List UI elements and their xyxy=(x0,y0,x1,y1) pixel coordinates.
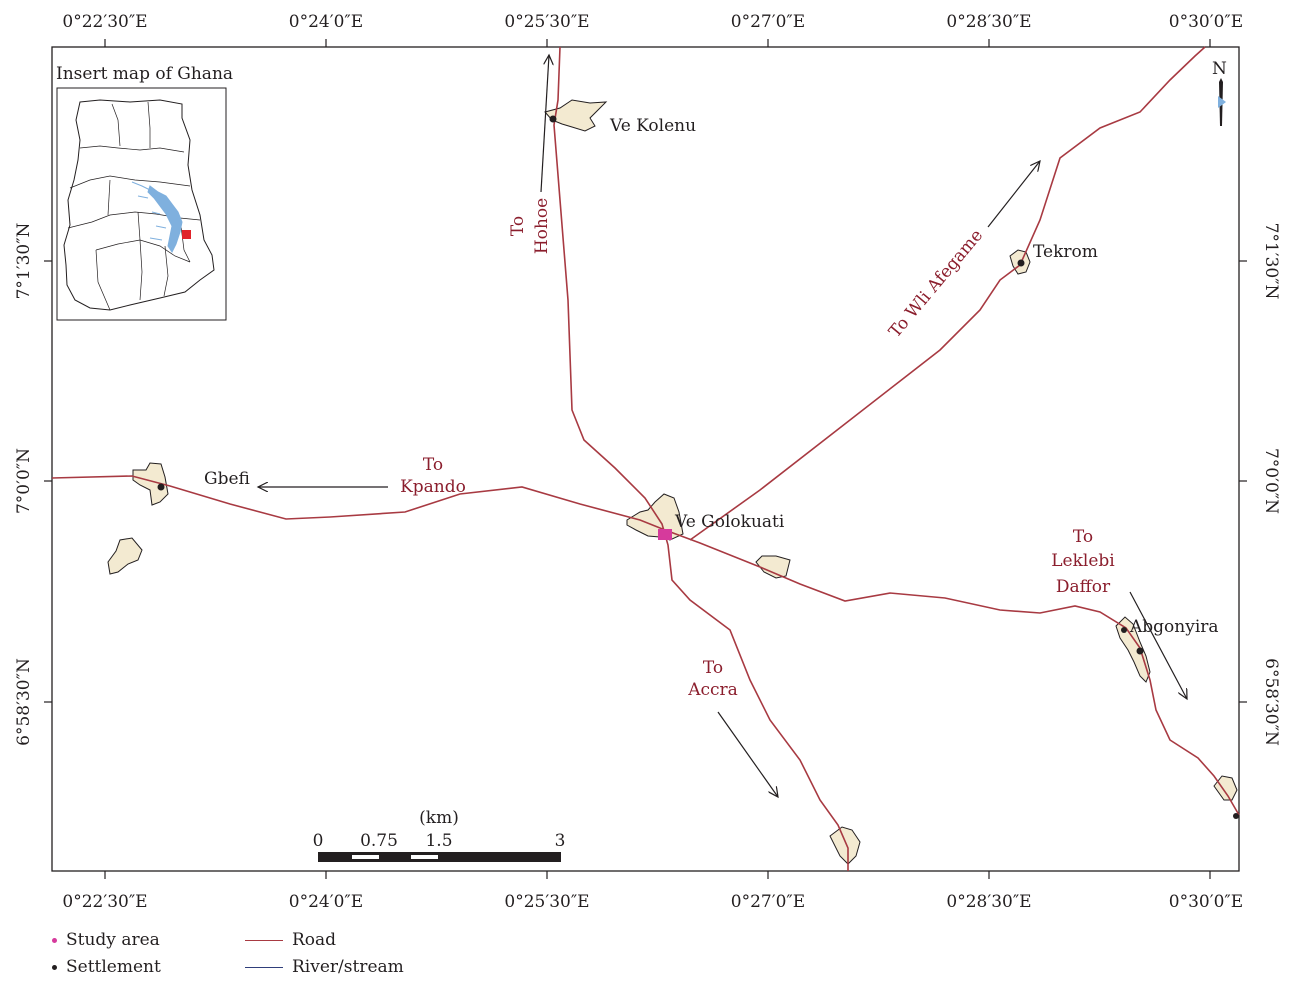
road-label-line: Hohoe xyxy=(532,198,552,254)
arrow-to-accra xyxy=(717,711,778,797)
road-label-line: To xyxy=(423,455,443,475)
arrow-to-hohoe xyxy=(540,55,549,193)
scale-bar-body xyxy=(318,852,561,862)
ghana-region-boundaries xyxy=(67,101,201,311)
settlement-points xyxy=(157,115,1239,819)
place-label-ve-golokuati: Ve Golokuati xyxy=(674,512,785,532)
road-label-line: Daffor xyxy=(1056,577,1111,597)
settlement-unnamed-west xyxy=(107,537,143,575)
road-label-line: To xyxy=(1073,527,1093,547)
longitude-label: 0°27′0″E xyxy=(731,12,805,32)
latitude-label: 6°58′30″N xyxy=(14,658,34,746)
settlement-unnamed-east xyxy=(755,555,791,579)
longitude-label: 0°28′30″E xyxy=(946,892,1031,912)
road-line-icon xyxy=(245,940,283,941)
longitude-labels-top: 0°22′30″E 0°24′0″E 0°25′30″E 0°27′0″E 0°… xyxy=(62,12,1243,32)
longitude-label: 0°30′0″E xyxy=(1169,892,1243,912)
legend-item-river: River/stream xyxy=(245,957,404,977)
latitude-labels-left: 7°1′30″N 7°0′0″N 6°58′30″N xyxy=(14,222,34,745)
legend-item-road: Road xyxy=(245,930,336,950)
road-east-west xyxy=(51,475,1240,816)
settlement-ve-kolenu xyxy=(544,99,608,132)
longitude-label: 0°24′0″E xyxy=(289,12,363,32)
arrow-to-leklebi-daffor xyxy=(1129,591,1187,699)
road-label-line: Kpando xyxy=(400,477,466,497)
longitude-label: 0°24′0″E xyxy=(289,892,363,912)
settlement-areas xyxy=(107,99,1238,865)
study-area-icon xyxy=(52,938,57,943)
longitude-label: 0°25′30″E xyxy=(504,12,589,32)
inset-map: Insert map of Ghana xyxy=(56,64,233,321)
north-arrow-label: N xyxy=(1212,59,1227,79)
scale-unit: (km) xyxy=(419,808,459,828)
map-frame xyxy=(51,46,1240,872)
settlement-dot xyxy=(1233,813,1239,819)
arrow-to-wli-afegame xyxy=(987,161,1040,228)
scale-bar-segment xyxy=(352,855,379,859)
longitude-label: 0°30′0″E xyxy=(1169,12,1243,32)
settlement-dot xyxy=(1121,627,1127,633)
road-label-line: Accra xyxy=(687,680,738,700)
road-label-line: Leklebi xyxy=(1051,551,1115,571)
latitude-label: 7°0′0″N xyxy=(1261,448,1281,514)
volta-lake xyxy=(131,181,183,253)
longitude-label: 0°28′30″E xyxy=(946,12,1031,32)
longitude-label: 0°22′30″E xyxy=(62,892,147,912)
settlement-south xyxy=(829,826,861,865)
place-label-tekrom: Tekrom xyxy=(1033,242,1098,262)
north-arrow: N xyxy=(1212,59,1227,126)
longitude-labels-bottom: 0°22′30″E 0°24′0″E 0°25′30″E 0°27′0″E 0°… xyxy=(62,892,1243,912)
scale-tick-label: 0 xyxy=(313,831,324,851)
scale-tick-label: 0.75 xyxy=(360,831,398,851)
river-line-icon xyxy=(245,967,283,968)
longitude-label: 0°25′30″E xyxy=(504,892,589,912)
place-label-ve-kolenu: Ve Kolenu xyxy=(609,116,696,136)
legend-label: Study area xyxy=(66,930,160,950)
legend-item-settlement: Settlement xyxy=(52,957,161,977)
settlement-southeast xyxy=(1213,775,1238,801)
inset-title: Insert map of Ghana xyxy=(56,64,233,84)
road-label-accra: To Accra xyxy=(687,658,738,700)
road-label-kpando: To Kpando xyxy=(400,455,466,497)
road-label-line: To xyxy=(703,658,723,678)
settlement-dot xyxy=(1017,259,1025,267)
road-label-leklebi-daffor: To Leklebi Daffor xyxy=(1051,527,1115,597)
latitude-label: 7°0′0″N xyxy=(14,448,34,514)
longitude-label: 0°27′0″E xyxy=(731,892,805,912)
place-label-gbefi: Gbefi xyxy=(204,469,250,489)
inset-study-location xyxy=(182,230,191,239)
settlement-gbefi xyxy=(132,462,169,506)
longitude-label: 0°22′30″E xyxy=(62,12,147,32)
legend-item-study-area: Study area xyxy=(52,930,160,950)
legend-label: Settlement xyxy=(66,957,161,977)
roads xyxy=(51,46,1240,871)
scale-tick-label: 3 xyxy=(555,831,566,851)
place-label-abgonyira: Abgonyira xyxy=(1129,617,1219,637)
settlement-dot xyxy=(1136,647,1144,655)
direction-arrows xyxy=(258,55,1187,797)
settlement-icon xyxy=(52,965,57,970)
north-arrow-accent xyxy=(1218,96,1226,108)
latitude-labels-right: 7°1′30″N 7°0′0″N 6°58′30″N xyxy=(1261,223,1281,746)
scale-bar-segment xyxy=(411,855,438,859)
latitude-label: 6°58′30″N xyxy=(1261,658,1281,746)
road-north-south xyxy=(553,46,849,871)
scale-tick-label: 1.5 xyxy=(425,831,452,851)
road-label-line: To xyxy=(508,216,528,236)
latitude-label: 7°1′30″N xyxy=(14,222,34,299)
study-area-map: 0°22′30″E 0°24′0″E 0°25′30″E 0°27′0″E 0°… xyxy=(14,12,1281,912)
settlement-ve-golokuati xyxy=(626,493,684,541)
graticule-ticks xyxy=(44,39,1247,879)
settlement-dot xyxy=(549,115,557,123)
scale-bar: (km) 0 0.75 1.5 3 xyxy=(313,808,566,862)
settlement-dot xyxy=(157,483,165,491)
study-area-marker xyxy=(658,529,672,540)
legend-label: Road xyxy=(292,930,337,950)
settlement-abgonyira xyxy=(1115,616,1151,683)
road-label-hohoe: To Hohoe xyxy=(508,198,552,254)
latitude-label: 7°1′30″N xyxy=(1261,223,1281,300)
ghana-outline xyxy=(63,99,215,311)
legend-label: River/stream xyxy=(292,957,404,977)
road-northeast xyxy=(689,46,1206,541)
